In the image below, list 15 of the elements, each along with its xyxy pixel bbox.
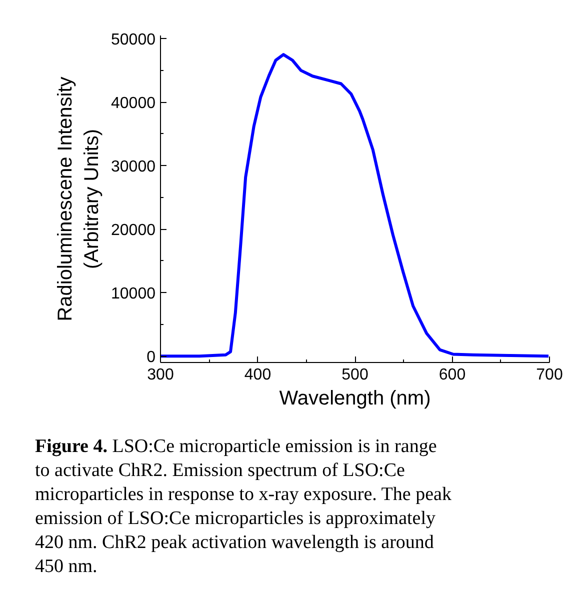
- caption: Figure 4. LSO:Ce microparticle emission is in range to activate ChR2. Emission spectrum of LSO:Ce microparticles in response to x-ray exposure. The peak emission of LSO:Ce microparticles is approximately 420 nm. ChR2 peak activation wavelength is around 450 nm.: [35, 435, 452, 579]
- x-tick-label: 500: [342, 366, 368, 384]
- y-tick-label: 10000: [111, 286, 156, 303]
- y-tick-label: 30000: [111, 158, 156, 176]
- x-tick-label: 700: [536, 366, 563, 384]
- y-tick-label: 0: [146, 349, 156, 366]
- x-axis-title: Wavelength (nm): [279, 388, 431, 410]
- y-axis-title: Radioluminescene Intensity (Arbitrary Units): [54, 76, 104, 322]
- y-tick-label: 20000: [111, 222, 156, 240]
- y-tick-label: 40000: [111, 95, 156, 112]
- y-tick-label: 50000: [111, 32, 156, 49]
- x-tick-label: 300: [147, 366, 174, 384]
- line-series: [160, 53, 550, 358]
- x-tick-label: 600: [438, 366, 466, 384]
- x-tick-label: 400: [244, 366, 272, 384]
